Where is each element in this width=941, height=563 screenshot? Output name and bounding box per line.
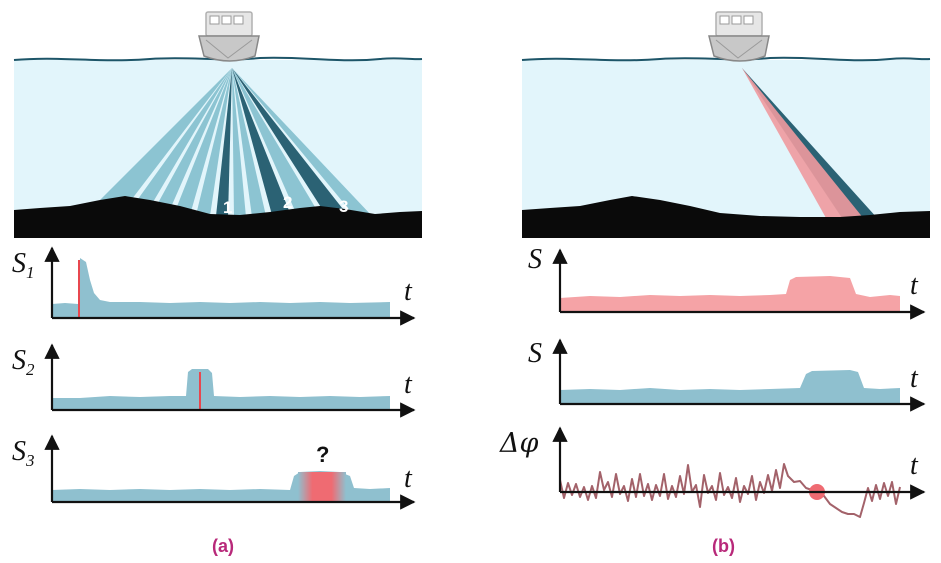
signal-s2	[52, 369, 390, 410]
caption-a: (a)	[212, 536, 234, 556]
plot-s1: S1 t	[12, 246, 416, 326]
signal-s1	[52, 258, 390, 318]
plot-s3: ? S3 t	[12, 434, 416, 510]
plot-s2: S2 t	[12, 343, 416, 418]
signal-b-pink	[560, 276, 900, 312]
uncertain-region-s3	[298, 472, 346, 502]
plot-b-s-blue: S t	[528, 338, 926, 412]
xlabel-s2: t	[404, 369, 413, 400]
xlabel-s3: t	[404, 463, 413, 494]
xlabel-b1: t	[910, 270, 919, 301]
seabed-b	[522, 196, 930, 238]
ylabel-s2: S2	[12, 345, 35, 379]
water-b	[522, 60, 930, 220]
ylabel-b1: S	[528, 244, 542, 275]
boat-icon-b	[708, 11, 770, 62]
beam-number-1: 1	[223, 198, 232, 217]
caption-b: (b)	[712, 536, 735, 556]
ylabel-b2: S	[528, 338, 542, 369]
ylabel-s3: S3	[12, 436, 35, 470]
ylabel-s1: S1	[12, 248, 35, 282]
boat-icon-a	[198, 11, 260, 62]
panel-b-scene	[521, 11, 931, 238]
plot-b-s-pink: S t	[528, 244, 926, 320]
ylabel-b3: Δφ	[499, 428, 538, 459]
beam-number-3: 3	[339, 197, 348, 216]
water-surface-a	[13, 56, 423, 62]
signal-b-blue	[560, 370, 900, 404]
sonar-beam-b	[742, 68, 878, 219]
water-surface-b	[521, 56, 931, 62]
xlabel-b3: t	[910, 450, 919, 481]
plot-b-phase: Δφ t	[499, 426, 926, 518]
xlabel-s1: t	[404, 276, 413, 307]
panel-a-scene: 1 2 3	[13, 11, 423, 238]
phase-difference-line	[559, 463, 901, 518]
seabed-a	[14, 196, 422, 238]
xlabel-b2: t	[910, 363, 919, 394]
sonar-beams-a	[100, 68, 372, 217]
beam-number-2: 2	[283, 193, 292, 212]
question-mark: ?	[316, 442, 329, 467]
